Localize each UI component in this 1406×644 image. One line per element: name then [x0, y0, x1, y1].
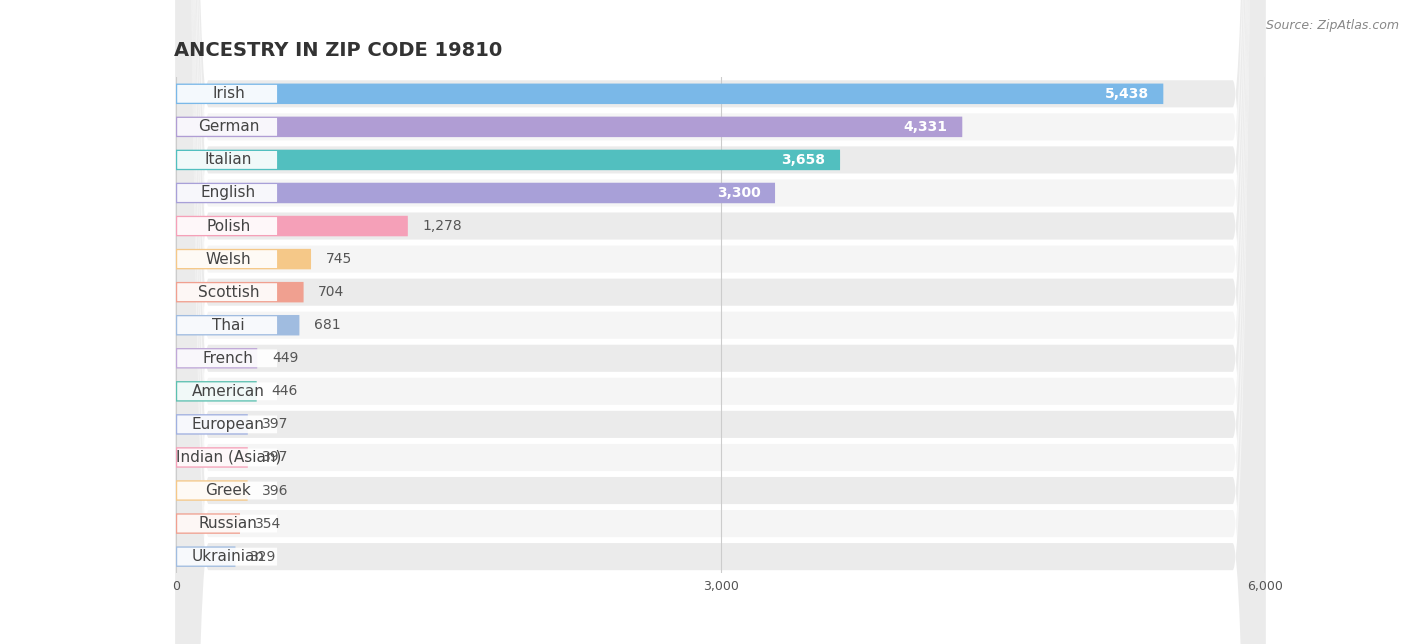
FancyBboxPatch shape [177, 547, 277, 565]
FancyBboxPatch shape [176, 216, 408, 236]
FancyBboxPatch shape [177, 151, 277, 169]
Text: 354: 354 [254, 516, 281, 531]
Text: Scottish: Scottish [198, 285, 259, 299]
FancyBboxPatch shape [176, 0, 1265, 644]
FancyBboxPatch shape [176, 0, 1265, 644]
FancyBboxPatch shape [176, 480, 247, 501]
Text: Source: ZipAtlas.com: Source: ZipAtlas.com [1265, 19, 1399, 32]
Text: Ukrainian: Ukrainian [191, 549, 264, 564]
Text: 681: 681 [314, 318, 340, 332]
FancyBboxPatch shape [177, 316, 277, 334]
FancyBboxPatch shape [177, 283, 277, 301]
FancyBboxPatch shape [177, 184, 277, 202]
Text: Indian (Asian): Indian (Asian) [176, 450, 281, 465]
Text: Irish: Irish [212, 86, 245, 101]
FancyBboxPatch shape [177, 250, 277, 268]
FancyBboxPatch shape [176, 0, 1265, 644]
Text: 329: 329 [250, 549, 277, 564]
FancyBboxPatch shape [177, 515, 277, 533]
FancyBboxPatch shape [177, 415, 277, 433]
FancyBboxPatch shape [176, 315, 299, 336]
FancyBboxPatch shape [176, 84, 1163, 104]
FancyBboxPatch shape [176, 414, 247, 435]
FancyBboxPatch shape [176, 117, 962, 137]
FancyBboxPatch shape [176, 513, 240, 534]
FancyBboxPatch shape [176, 149, 839, 170]
FancyBboxPatch shape [177, 85, 277, 103]
Text: American: American [193, 384, 264, 399]
FancyBboxPatch shape [176, 381, 257, 402]
Text: European: European [193, 417, 264, 432]
FancyBboxPatch shape [176, 0, 1265, 644]
Text: German: German [198, 119, 259, 135]
Text: 397: 397 [263, 450, 288, 464]
Text: Polish: Polish [207, 218, 250, 234]
FancyBboxPatch shape [176, 0, 1265, 644]
Text: Russian: Russian [200, 516, 257, 531]
FancyBboxPatch shape [177, 349, 277, 367]
Text: Greek: Greek [205, 483, 252, 498]
Text: 397: 397 [263, 417, 288, 431]
FancyBboxPatch shape [176, 0, 1265, 644]
Text: 396: 396 [262, 484, 288, 498]
Text: 704: 704 [318, 285, 344, 299]
Text: 446: 446 [271, 384, 298, 399]
FancyBboxPatch shape [176, 0, 1265, 644]
FancyBboxPatch shape [176, 0, 1265, 644]
FancyBboxPatch shape [176, 0, 1265, 644]
Text: 745: 745 [326, 252, 352, 266]
Text: 449: 449 [271, 351, 298, 365]
FancyBboxPatch shape [177, 217, 277, 235]
FancyBboxPatch shape [176, 249, 311, 269]
FancyBboxPatch shape [176, 0, 1265, 644]
FancyBboxPatch shape [176, 447, 247, 468]
FancyBboxPatch shape [176, 0, 1265, 644]
FancyBboxPatch shape [176, 0, 1265, 644]
Text: 3,658: 3,658 [782, 153, 825, 167]
FancyBboxPatch shape [177, 383, 277, 401]
FancyBboxPatch shape [177, 118, 277, 136]
Text: Italian: Italian [205, 153, 252, 167]
FancyBboxPatch shape [176, 0, 1265, 644]
Text: Thai: Thai [212, 317, 245, 333]
FancyBboxPatch shape [176, 348, 257, 368]
Text: Welsh: Welsh [205, 252, 252, 267]
Text: French: French [202, 351, 254, 366]
FancyBboxPatch shape [176, 282, 304, 303]
Text: 1,278: 1,278 [422, 219, 463, 233]
FancyBboxPatch shape [176, 183, 775, 204]
FancyBboxPatch shape [176, 546, 235, 567]
Text: 3,300: 3,300 [717, 186, 761, 200]
Text: 4,331: 4,331 [904, 120, 948, 134]
FancyBboxPatch shape [177, 448, 277, 466]
FancyBboxPatch shape [176, 0, 1265, 644]
FancyBboxPatch shape [177, 482, 277, 500]
Text: ANCESTRY IN ZIP CODE 19810: ANCESTRY IN ZIP CODE 19810 [173, 41, 502, 61]
FancyBboxPatch shape [176, 0, 1265, 644]
Text: English: English [201, 185, 256, 200]
Text: 5,438: 5,438 [1105, 87, 1149, 101]
